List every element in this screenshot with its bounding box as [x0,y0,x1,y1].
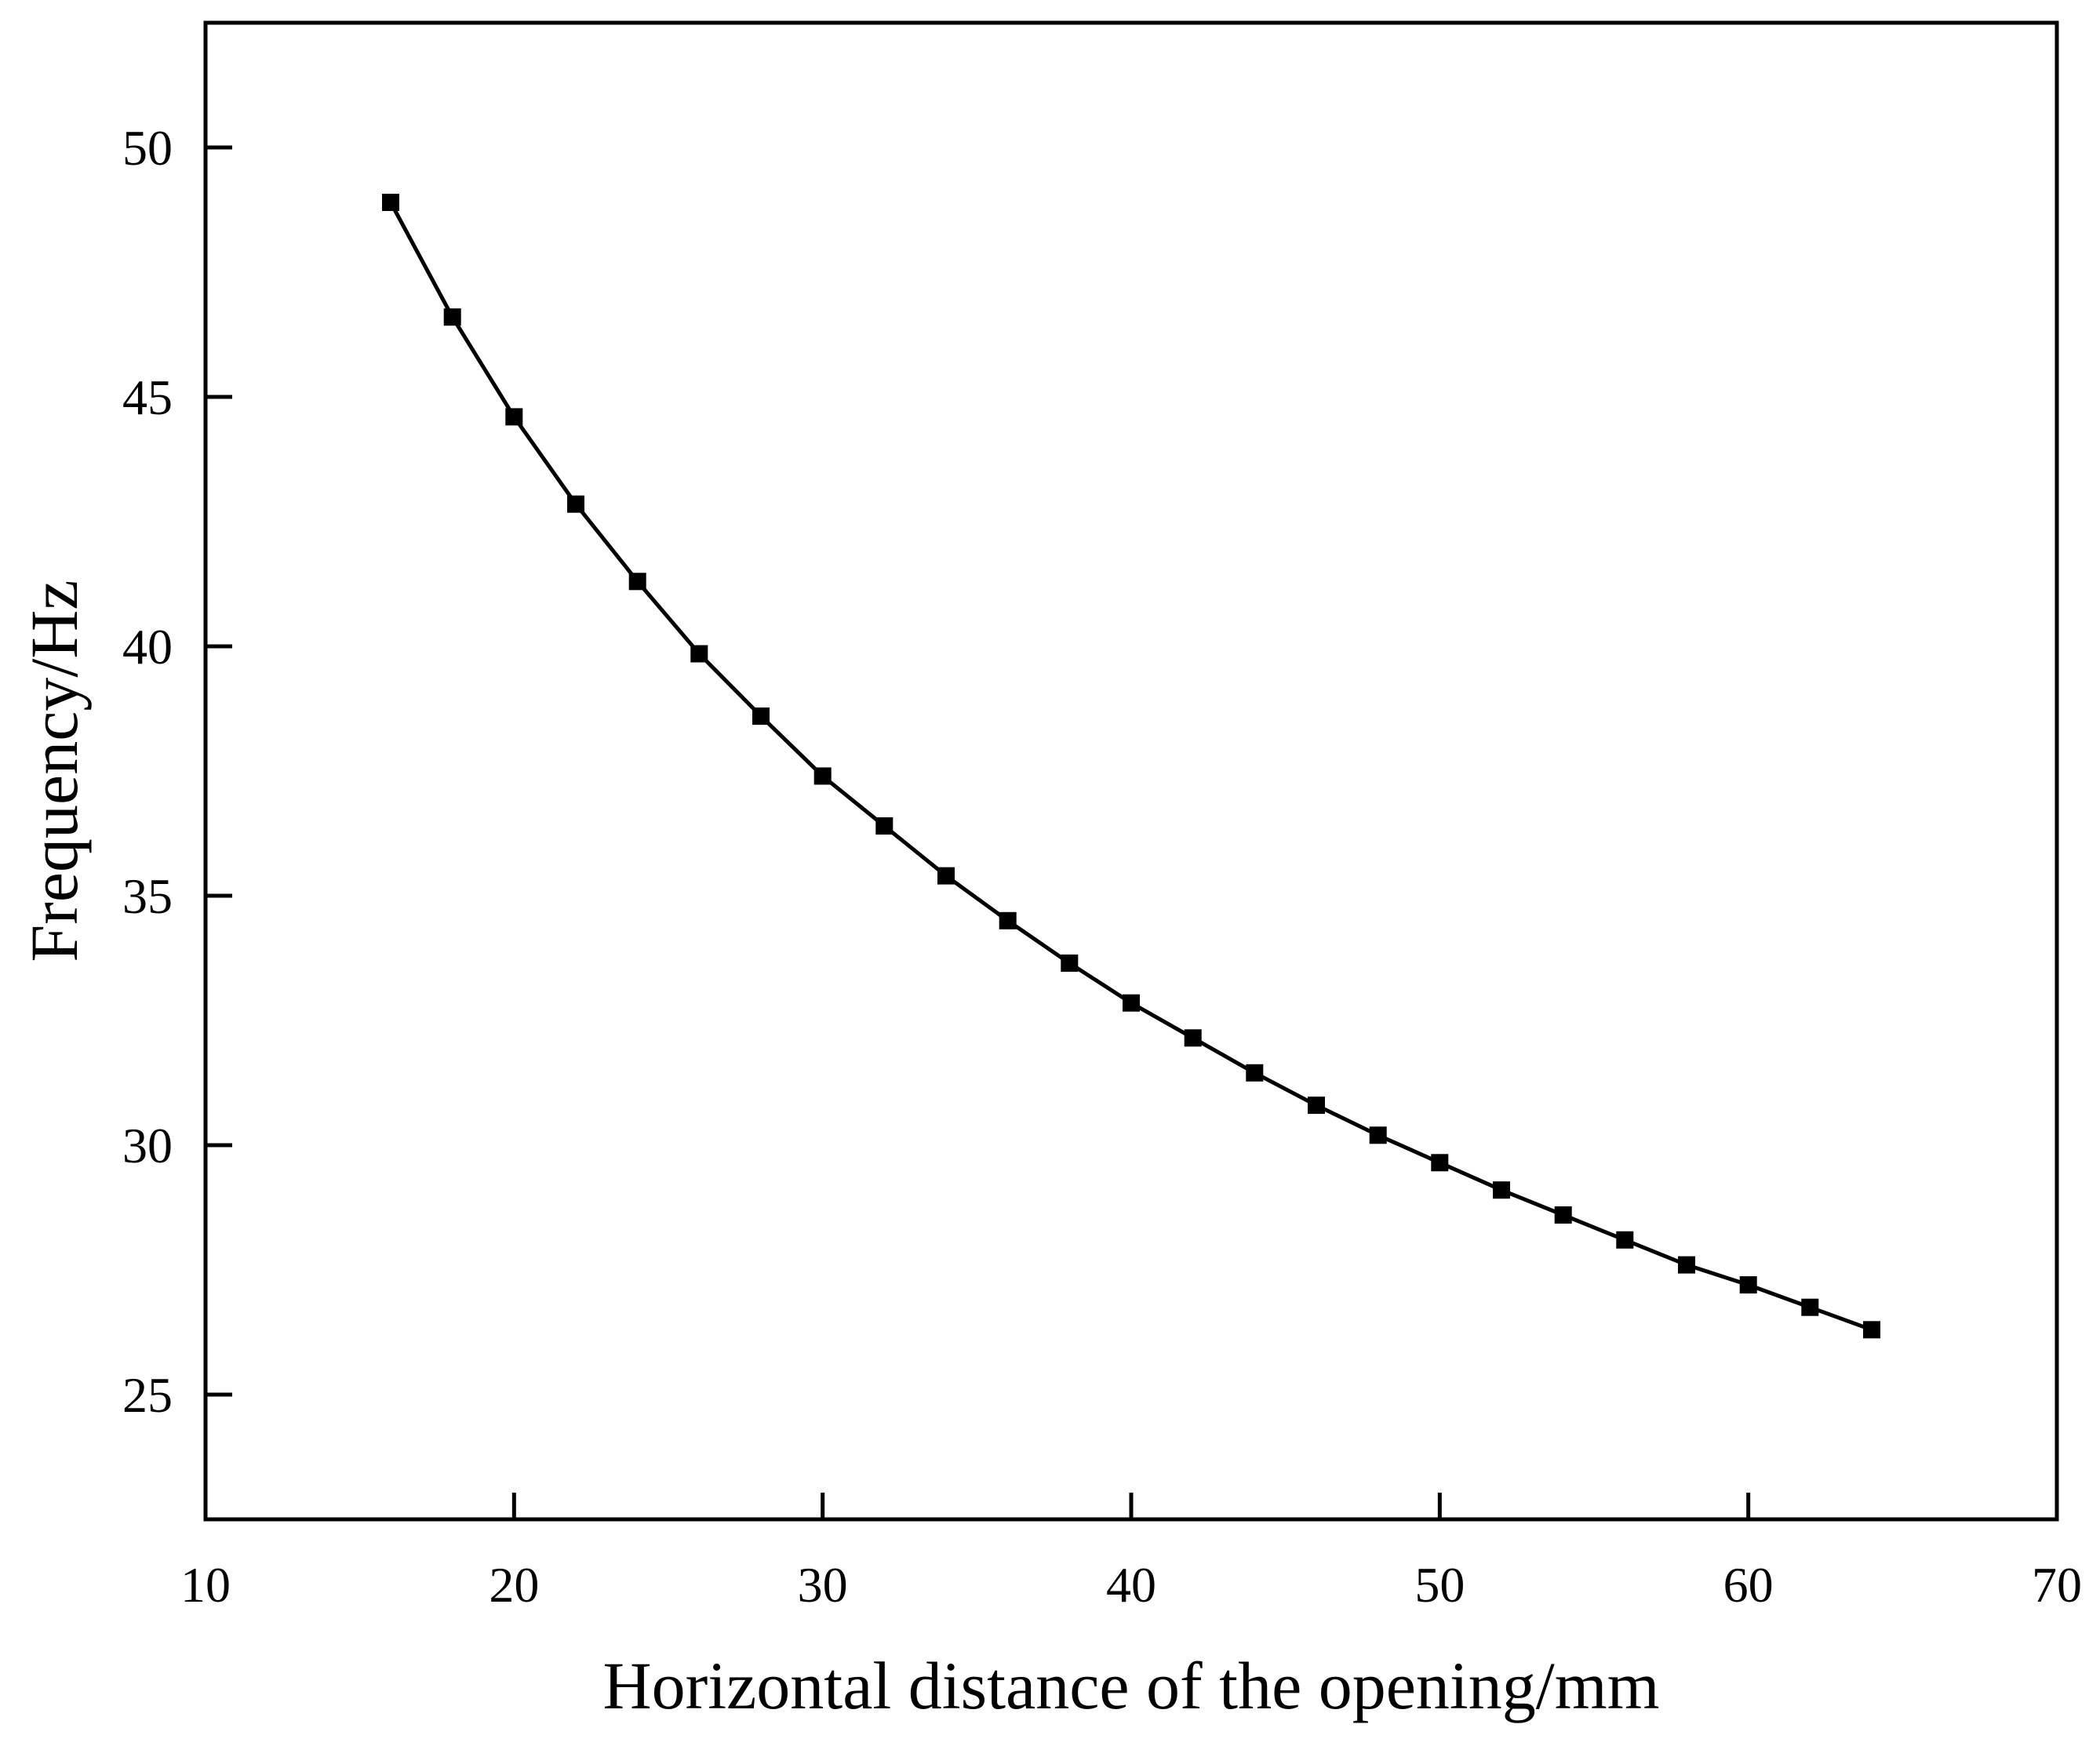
data-point [1739,1276,1757,1294]
series-line [388,201,1873,1332]
y-tick-label: 25 [122,1367,173,1423]
data-point [1678,1256,1695,1274]
data-point [690,645,708,663]
x-tick-label: 30 [798,1557,848,1613]
data-point [875,817,894,835]
data-point [1308,1097,1325,1115]
y-tick-label: 50 [122,120,173,176]
y-tick-label: 45 [122,369,173,425]
x-axis-ticks: 10 20 30 40 50 60 70 [180,1493,2082,1613]
y-tick-label: 40 [122,619,173,675]
data-point [752,707,770,725]
x-tick-label: 10 [180,1557,231,1613]
data-point [1123,994,1140,1012]
data-point [567,495,584,513]
data-point [1616,1231,1634,1249]
data-point [1801,1298,1819,1316]
y-axis-ticks: 25 30 35 40 45 50 [122,120,232,1423]
data-point [1431,1154,1449,1172]
data-point [1246,1064,1264,1082]
data-point [999,911,1017,929]
data-point [443,308,461,326]
data-markers [382,194,1880,1339]
data-point [1493,1181,1510,1199]
x-tick-label: 50 [1414,1557,1465,1613]
data-point [813,767,832,785]
data-point [1554,1206,1572,1224]
y-axis-title: Frequency/Hz [16,580,92,962]
x-tick-label: 70 [2032,1557,2082,1613]
x-axis-title: Horizontal distance of the opening/mm [603,1648,1660,1723]
data-point [382,194,399,211]
data-point [505,408,523,426]
x-tick-label: 20 [489,1557,539,1613]
y-tick-label: 30 [122,1118,173,1173]
x-tick-label: 40 [1106,1557,1156,1613]
x-tick-label: 60 [1723,1557,1774,1613]
data-point [1184,1029,1202,1047]
data-point [937,867,955,885]
y-tick-label: 35 [122,868,173,924]
data-point [628,573,646,591]
data-point [1863,1321,1880,1339]
data-point [1369,1126,1387,1144]
data-point [1061,954,1079,972]
